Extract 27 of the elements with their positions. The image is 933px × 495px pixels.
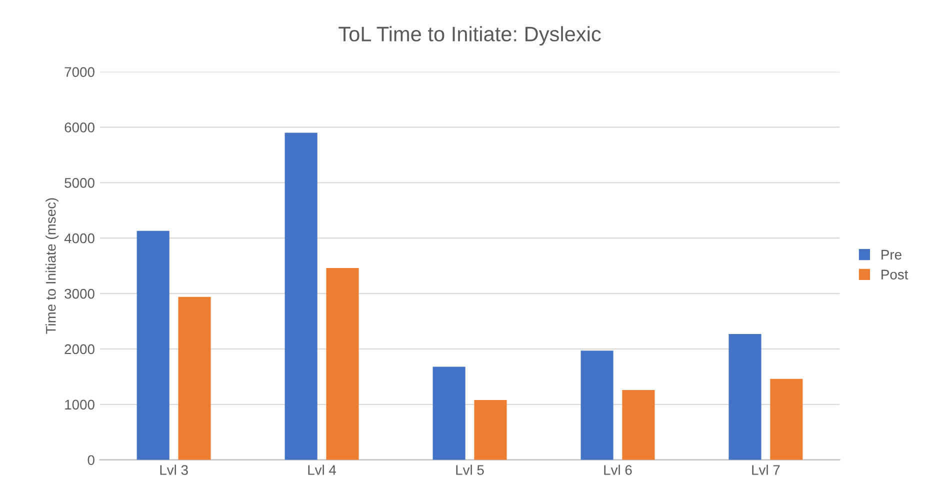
x-tick-label: Lvl 5	[456, 464, 484, 475]
bar	[136, 230, 170, 460]
bar	[474, 400, 507, 460]
bar	[770, 378, 803, 460]
x-tick-label: Lvl 7	[752, 464, 780, 475]
x-tick-label: Lvl 3	[160, 464, 188, 475]
y-tick-label: 5000	[64, 178, 94, 188]
x-tick-label: Lvl 4	[308, 464, 336, 475]
bar	[432, 366, 466, 460]
bar	[284, 132, 318, 460]
bar	[178, 296, 211, 460]
y-tick-label: 6000	[64, 122, 94, 132]
legend-label: Post	[882, 270, 908, 280]
y-tick-label: 7000	[64, 67, 94, 77]
y-tick-label: 1000	[65, 400, 94, 410]
y-tick-label: 4000	[64, 233, 94, 244]
bar	[728, 334, 762, 460]
y-tick-label: 2000	[64, 344, 94, 354]
y-tick-label: 0	[88, 455, 94, 466]
y-tick-label: 3000	[64, 288, 94, 299]
x-tick-label: Lvl 6	[604, 464, 632, 475]
bar	[622, 390, 655, 460]
y-axis-title: Time to Initiate (msec)	[46, 198, 59, 334]
legend-label: Pre	[882, 250, 902, 260]
bar	[326, 268, 359, 460]
chart-title: ToL Time to Initiate: Dyslexic	[338, 26, 601, 46]
bar	[580, 350, 614, 460]
